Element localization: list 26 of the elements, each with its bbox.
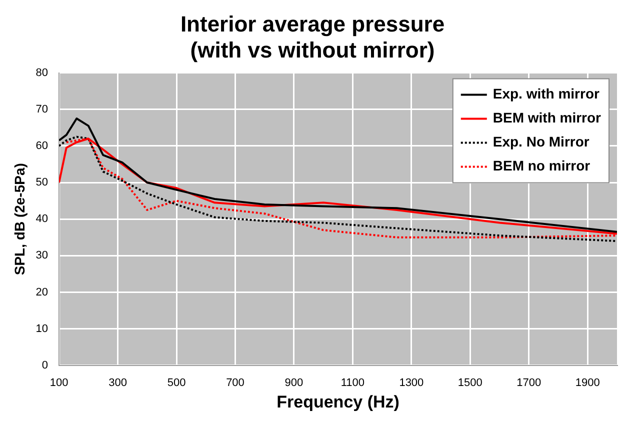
y-tick-label: 40 xyxy=(36,213,48,226)
y-tick-label: 70 xyxy=(36,103,48,116)
x-tick-label: 1100 xyxy=(340,377,365,390)
y-tick-label: 0 xyxy=(42,359,48,372)
y-tick-label: 30 xyxy=(36,250,48,262)
y-tick-label: 80 xyxy=(36,66,48,79)
y-tick-label: 50 xyxy=(36,176,48,189)
x-tick-label: 1900 xyxy=(575,377,600,390)
x-tick-label: 700 xyxy=(226,377,244,390)
chart-title: Interior average pressure (with vs without mirror) xyxy=(180,11,445,63)
x-tick-label: 1700 xyxy=(516,377,542,390)
legend-label: BEM no mirror xyxy=(492,158,591,174)
legend-label: BEM with mirror xyxy=(492,110,602,126)
x-axis-title: Frequency (Hz) xyxy=(276,392,400,412)
legend-label: Exp. No Mirror xyxy=(492,134,590,150)
y-tick-label: 20 xyxy=(36,286,48,298)
x-tick-label: 1500 xyxy=(458,377,482,390)
legend-label: Exp. with mirror xyxy=(492,86,600,102)
y-tick-label: 10 xyxy=(36,322,48,335)
y-tick-label: 60 xyxy=(36,140,48,152)
x-tick-label: 1300 xyxy=(399,377,424,390)
x-tick-label: 900 xyxy=(284,377,304,390)
x-tick-label: 100 xyxy=(50,377,68,390)
x-tick-label: 500 xyxy=(167,377,186,390)
y-axis-title: SPL, dB (2e-5Pa) xyxy=(11,163,28,276)
x-tick-label: 300 xyxy=(108,377,127,390)
